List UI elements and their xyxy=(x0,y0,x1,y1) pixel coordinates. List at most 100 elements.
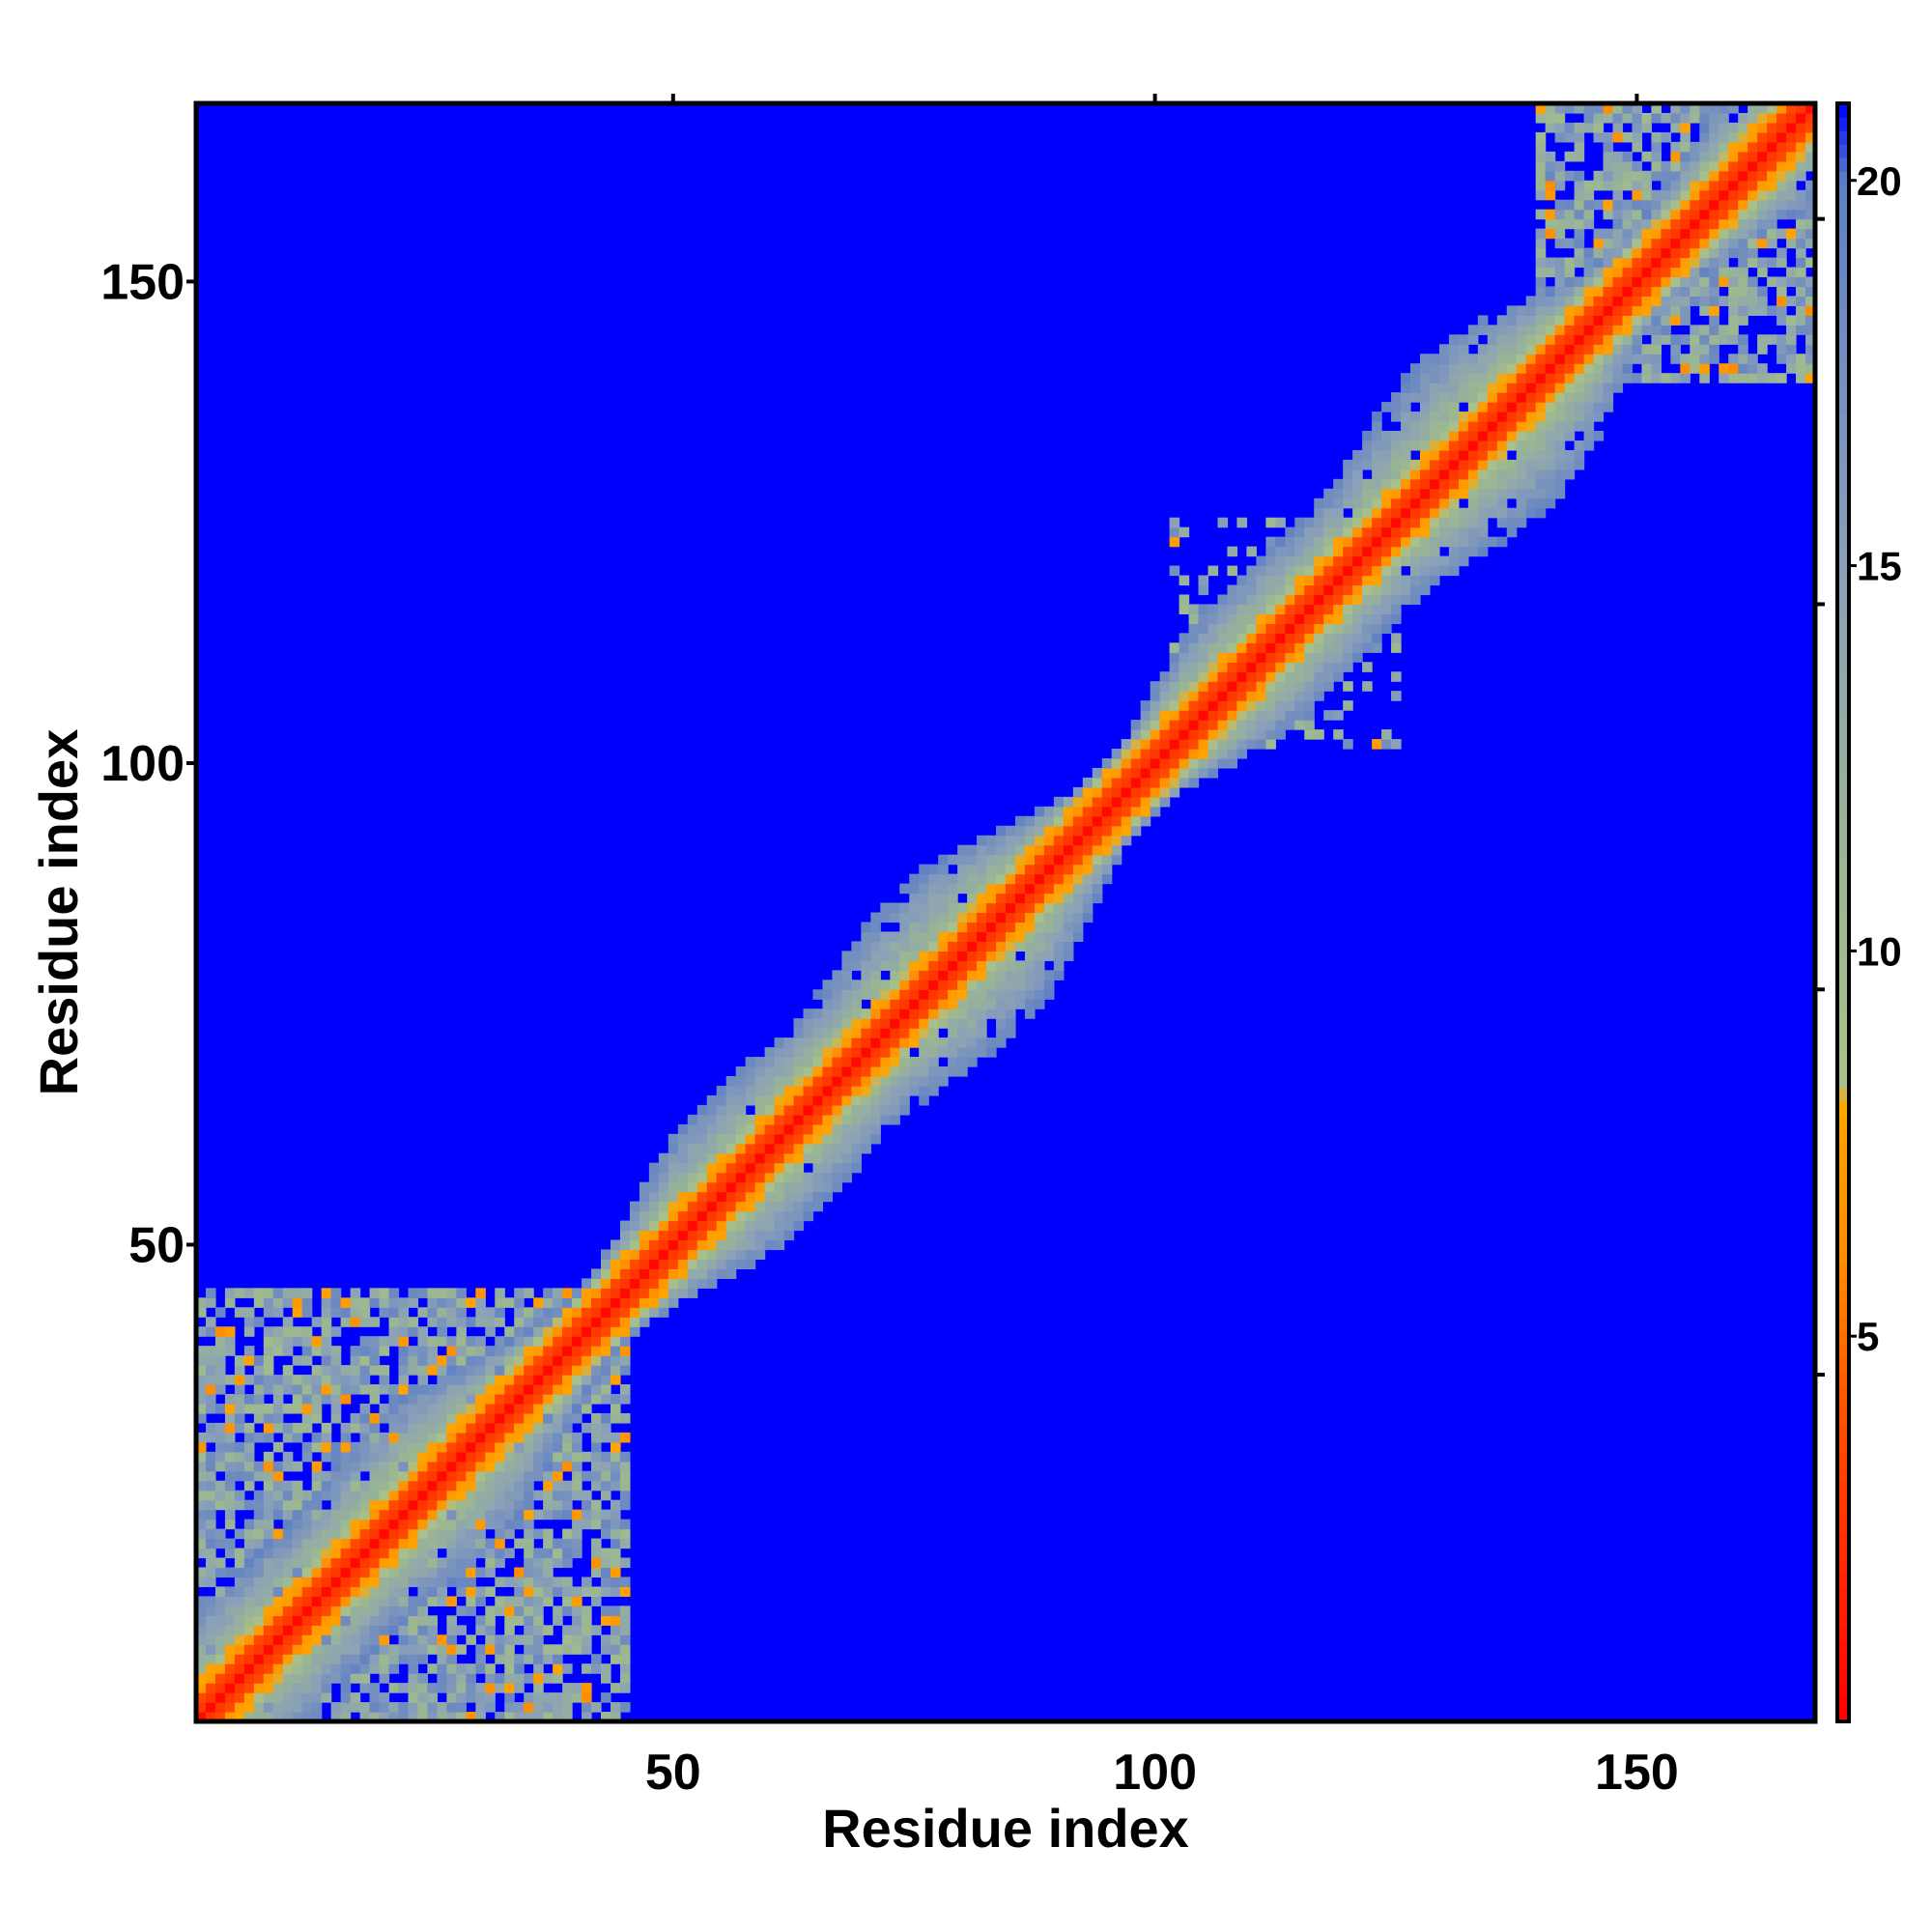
heatmap-cell xyxy=(1130,825,1142,837)
heatmap-cell xyxy=(1535,497,1547,509)
heatmap-cell xyxy=(928,902,939,914)
heatmap-cell xyxy=(1641,180,1653,191)
heatmap-cell xyxy=(1043,941,1055,952)
heatmap-cell xyxy=(1429,497,1440,509)
heatmap-cell xyxy=(648,1191,660,1203)
heatmap-cell xyxy=(1198,681,1209,692)
heatmap-cell xyxy=(1786,296,1797,306)
heatmap-cell xyxy=(475,1625,486,1635)
colorbar-segment xyxy=(1837,588,1849,604)
heatmap-cell xyxy=(1699,267,1710,278)
heatmap-cell xyxy=(1101,767,1113,779)
heatmap-cell xyxy=(967,922,978,933)
heatmap-cell xyxy=(205,1394,216,1405)
heatmap-cell xyxy=(1680,247,1690,259)
heatmap-cell xyxy=(1728,228,1739,240)
heatmap-cell xyxy=(1593,325,1605,335)
heatmap-cell xyxy=(1612,151,1624,162)
heatmap-cell xyxy=(1796,276,1806,288)
heatmap-cell xyxy=(1747,228,1758,240)
heatmap-cell xyxy=(948,1028,958,1038)
heatmap-cell xyxy=(1429,575,1440,586)
heatmap-cell xyxy=(938,912,949,923)
heatmap-cell xyxy=(1805,238,1816,249)
heatmap-cell xyxy=(1728,122,1739,133)
heatmap-cell xyxy=(1006,893,1016,904)
heatmap-cell xyxy=(272,1644,284,1655)
colorbar-tick-label: 10 xyxy=(1857,928,1902,974)
heatmap-cell xyxy=(1612,325,1624,335)
heatmap-cell xyxy=(1314,691,1324,701)
heatmap-cell xyxy=(1670,103,1681,114)
heatmap-cell xyxy=(282,1625,294,1635)
heatmap-cell xyxy=(369,1557,381,1569)
heatmap-cell xyxy=(417,1470,429,1482)
heatmap-cell xyxy=(379,1634,390,1645)
heatmap-cell xyxy=(1448,383,1460,393)
heatmap-cell xyxy=(1651,305,1662,316)
heatmap-cell xyxy=(1641,276,1653,288)
heatmap-cell xyxy=(456,1663,467,1674)
heatmap-cell xyxy=(1285,710,1295,721)
heatmap-cell xyxy=(841,1172,852,1183)
colorbar-segment xyxy=(1837,1478,1849,1493)
heatmap-cell xyxy=(398,1346,410,1356)
heatmap-cell xyxy=(1632,112,1643,124)
heatmap-cell xyxy=(437,1451,447,1463)
heatmap-cell xyxy=(301,1346,313,1356)
heatmap-cell xyxy=(1188,691,1200,701)
heatmap-cell xyxy=(475,1412,486,1424)
heatmap-cell xyxy=(1381,478,1392,490)
heatmap-cell xyxy=(292,1577,303,1588)
heatmap-cell xyxy=(870,960,881,971)
heatmap-cell xyxy=(1208,662,1219,672)
heatmap-cell xyxy=(1121,835,1132,846)
heatmap-cell xyxy=(572,1625,582,1635)
heatmap-cell xyxy=(485,1615,496,1626)
heatmap-cell xyxy=(553,1441,563,1453)
heatmap-cell xyxy=(495,1480,505,1492)
heatmap-cell xyxy=(687,1162,698,1174)
heatmap-cell xyxy=(745,1133,756,1145)
heatmap-cell xyxy=(725,1259,737,1269)
heatmap-cell xyxy=(1150,777,1161,788)
heatmap-cell xyxy=(1796,238,1806,249)
heatmap-cell xyxy=(1564,276,1576,288)
heatmap-cell xyxy=(1661,286,1671,297)
heatmap-cell xyxy=(1738,122,1748,133)
heatmap-cell xyxy=(466,1432,476,1443)
heatmap-cell xyxy=(562,1384,573,1395)
heatmap-cell xyxy=(639,1220,650,1232)
heatmap-cell xyxy=(1314,497,1324,509)
heatmap-cell xyxy=(485,1586,496,1597)
heatmap-cell xyxy=(1006,922,1016,933)
heatmap-cell xyxy=(1603,247,1614,259)
heatmap-cell xyxy=(803,1085,814,1096)
heatmap-cell xyxy=(475,1538,486,1549)
heatmap-cell xyxy=(1362,546,1373,557)
heatmap-cell xyxy=(1670,228,1681,240)
heatmap-cell xyxy=(1506,526,1518,538)
heatmap-cell xyxy=(1429,507,1440,519)
heatmap-cell xyxy=(263,1567,274,1578)
heatmap-cell xyxy=(272,1548,284,1559)
heatmap-cell xyxy=(1140,710,1151,721)
heatmap-cell xyxy=(485,1683,496,1693)
heatmap-cell xyxy=(919,941,929,952)
heatmap-cell xyxy=(1641,170,1653,182)
heatmap-cell xyxy=(1256,604,1266,615)
heatmap-cell xyxy=(340,1499,352,1511)
heatmap-cell xyxy=(1477,440,1489,451)
heatmap-cell xyxy=(1477,526,1489,538)
heatmap-cell xyxy=(919,980,929,990)
heatmap-cell xyxy=(1275,623,1286,634)
heatmap-cell xyxy=(610,1355,621,1366)
heatmap-cell xyxy=(582,1317,592,1327)
heatmap-cell xyxy=(311,1615,323,1626)
heatmap-cell xyxy=(696,1210,708,1222)
heatmap-cell xyxy=(1574,392,1585,403)
heatmap-cell xyxy=(1111,767,1122,779)
heatmap-cell xyxy=(475,1297,486,1308)
heatmap-cell xyxy=(1709,257,1719,269)
heatmap-cell xyxy=(1467,421,1479,432)
